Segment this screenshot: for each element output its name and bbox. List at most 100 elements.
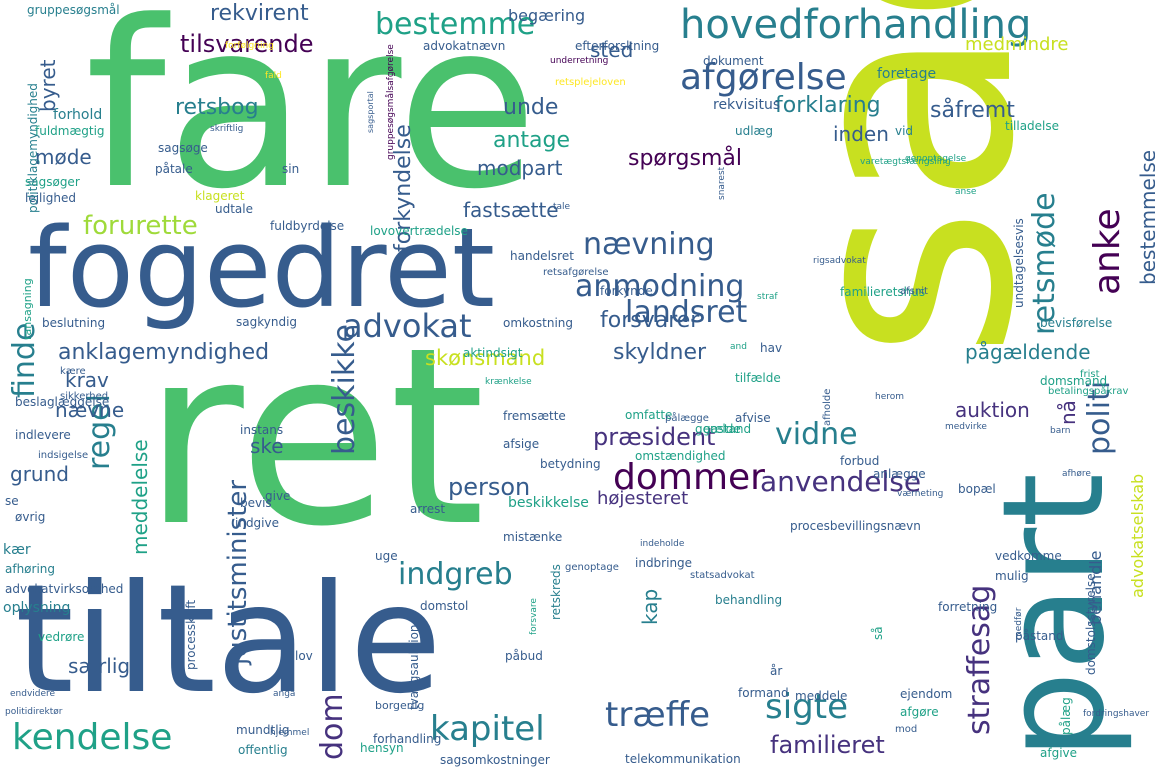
- cloud-word: skønsmand: [425, 346, 546, 370]
- cloud-word: forklaring: [775, 93, 881, 118]
- cloud-word: møde: [35, 145, 92, 169]
- cloud-word: påstand: [1015, 629, 1064, 643]
- cloud-word: fremsætte: [503, 409, 566, 423]
- cloud-word: anke: [1087, 208, 1128, 295]
- cloud-word: landsret: [625, 295, 748, 330]
- cloud-word: procesbevillingsnævn: [790, 519, 921, 533]
- cloud-word: pålæg: [1059, 697, 1073, 735]
- cloud-word: vid: [895, 124, 914, 138]
- cloud-word: tilfælde: [735, 371, 781, 385]
- cloud-word: retsafgørelse: [543, 267, 609, 278]
- cloud-word: arrest: [410, 502, 446, 516]
- cloud-word: borgerlig: [375, 699, 425, 712]
- cloud-word: sagsportal: [366, 91, 375, 133]
- cloud-word: betalingspåkrav: [1048, 386, 1129, 397]
- cloud-word: offentlig: [238, 743, 288, 757]
- cloud-word: familieretshus: [840, 285, 926, 299]
- cloud-word: tiltale: [15, 553, 442, 727]
- cloud-word: kære: [60, 366, 86, 377]
- cloud-word: sagsøger: [25, 175, 80, 189]
- cloud-word: snarest: [717, 166, 727, 200]
- cloud-word: give: [265, 489, 291, 503]
- cloud-word: forhandling: [373, 732, 442, 746]
- cloud-word: genstand: [695, 422, 752, 436]
- cloud-word: omstændighed: [635, 449, 726, 463]
- cloud-word: bopæl: [958, 482, 996, 496]
- cloud-word: begæring: [508, 6, 586, 25]
- cloud-word: afhøring: [5, 562, 56, 576]
- cloud-word: undtagelsesvis: [1012, 218, 1026, 308]
- cloud-word: fogedret: [28, 204, 495, 332]
- cloud-word: hjemmel: [270, 728, 310, 738]
- cloud-word: auktion: [955, 398, 1030, 422]
- cloud-word: uge: [375, 549, 398, 563]
- cloud-word: dokument: [703, 54, 764, 68]
- cloud-word: afsnit: [900, 286, 928, 297]
- cloud-word: værneting: [897, 489, 944, 499]
- cloud-word: rekvisitus: [713, 97, 781, 113]
- cloud-word: beslutning: [42, 316, 106, 330]
- cloud-word: klageret: [195, 189, 245, 203]
- cloud-word: hav: [760, 341, 783, 355]
- cloud-word: fald: [265, 71, 282, 81]
- cloud-word: vedrøre: [38, 630, 85, 644]
- cloud-word: genoptagelse: [905, 154, 967, 164]
- cloud-word: retsbog: [175, 95, 259, 120]
- cloud-word: øvrig: [15, 510, 46, 524]
- cloud-word: behandling: [715, 593, 783, 607]
- cloud-word: handelsret: [510, 249, 574, 263]
- cloud-word: skriftlig: [210, 124, 244, 134]
- cloud-word: mod: [895, 724, 918, 735]
- cloud-word: lejlighed: [25, 191, 76, 205]
- cloud-word: advokatselskab: [1128, 473, 1147, 598]
- cloud-word: udlæg: [735, 124, 773, 138]
- cloud-word: indgive: [235, 516, 279, 530]
- cloud-word: antage: [493, 128, 571, 153]
- cloud-word: politiklagemyndighed: [26, 83, 40, 213]
- cloud-word: træffe: [605, 695, 711, 735]
- cloud-word: bevis: [240, 496, 272, 510]
- cloud-word: mundtlig: [236, 723, 290, 737]
- cloud-word: meddelelse: [128, 439, 152, 555]
- cloud-word: domstol: [420, 599, 469, 613]
- cloud-word: vedkomme: [995, 549, 1062, 563]
- cloud-word: pålægge: [665, 413, 709, 424]
- cloud-word: efterforskning: [575, 39, 660, 53]
- cloud-word: afholde: [822, 388, 833, 426]
- cloud-word: medvirke: [945, 422, 987, 432]
- cloud-word: anmodning: [575, 269, 745, 304]
- cloud-word: forsvare: [529, 598, 539, 635]
- cloud-word: politidirektør: [5, 707, 63, 717]
- cloud-word: herom: [875, 392, 905, 402]
- cloud-word: retskreds: [549, 564, 563, 620]
- cloud-word: indeholde: [640, 539, 685, 549]
- cloud-word: rigsadvokat: [813, 256, 866, 266]
- cloud-word: præsident: [593, 423, 716, 451]
- cloud-word: gælde: [703, 422, 741, 436]
- cloud-word: anklagemyndighed: [58, 340, 270, 365]
- cloud-word: underretning: [550, 56, 609, 66]
- cloud-word: sagsøge: [158, 141, 208, 155]
- cloud-word: kær: [3, 542, 31, 558]
- cloud-word: medmindre: [965, 34, 1069, 55]
- cloud-word: bestemme: [375, 7, 536, 42]
- cloud-word: familieret: [770, 731, 885, 759]
- cloud-word: sin: [282, 162, 300, 176]
- cloud-word: fordringshaver: [1083, 709, 1150, 719]
- cloud-word: sagkyndig: [236, 315, 298, 329]
- cloud-word: nævne: [55, 398, 125, 422]
- cloud-word: ske: [250, 434, 284, 458]
- cloud-word: udtale: [215, 202, 253, 216]
- cloud-word: dom: [315, 693, 350, 760]
- cloud-word: inden: [833, 122, 889, 146]
- cloud-word: sigte: [765, 687, 848, 727]
- cloud-word: afhøre: [1062, 469, 1091, 479]
- cloud-word: beskikkelse: [508, 495, 589, 511]
- cloud-word: afgive: [1040, 746, 1078, 760]
- cloud-word: pågældende: [965, 340, 1091, 364]
- cloud-word: ransagning: [21, 278, 34, 340]
- cloud-word: såfremt: [930, 98, 1015, 123]
- cloud-word: indgreb: [398, 557, 513, 592]
- cloud-word: kapitel: [430, 709, 545, 749]
- cloud-word: domstolsstyrelse: [1084, 573, 1098, 675]
